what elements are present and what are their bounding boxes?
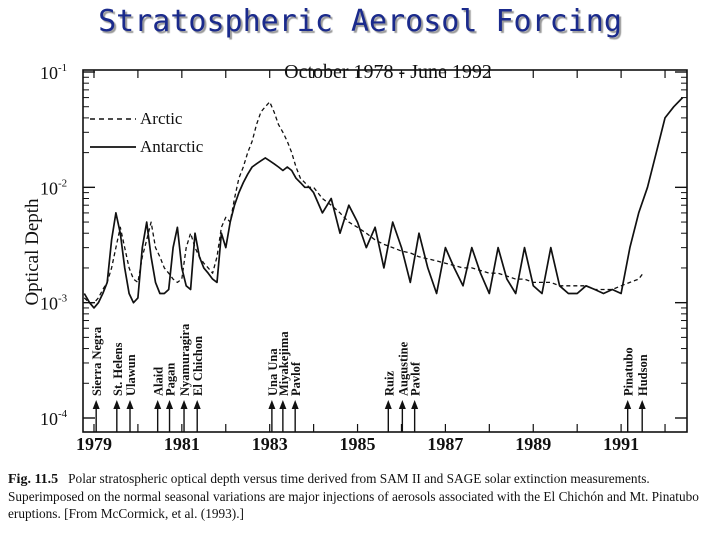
y-axis-label: Optical Depth xyxy=(22,198,43,306)
y-ticks: 10-110-210-310-4 xyxy=(40,62,687,429)
eruption-arrowhead xyxy=(624,400,632,409)
chart: October 1978 - June 1992 Optical Depth 1… xyxy=(22,61,688,454)
eruption-arrowhead xyxy=(411,400,419,409)
y-tick-base: 10 xyxy=(40,63,58,83)
y-tick-exponent: -1 xyxy=(58,62,67,74)
caption-text: Polar stratospheric optical depth versus… xyxy=(8,471,699,521)
legend-arctic-label: Arctic xyxy=(140,109,183,128)
eruption-arrowhead xyxy=(113,400,121,409)
eruption-arrowhead xyxy=(92,400,100,409)
slide-title: Stratospheric Aerosol Forcing xyxy=(98,4,622,39)
eruption-label: Hudson xyxy=(636,354,650,396)
eruption-arrowhead xyxy=(384,400,392,409)
eruption-label: Nyamuragira xyxy=(178,323,192,396)
plot-frame xyxy=(82,69,688,433)
eruption-label: Augustine xyxy=(396,341,410,396)
x-tick-label: 1981 xyxy=(164,434,200,454)
y-tick-label: 10-1 xyxy=(40,62,67,83)
eruption-arrowhead xyxy=(126,400,134,409)
x-tick-label: 1989 xyxy=(515,434,551,454)
y-axis-label-group: Optical Depth xyxy=(22,198,43,306)
legend-antarctic-label: Antarctic xyxy=(140,137,204,156)
eruption-label: Pinatubo xyxy=(622,347,636,396)
eruption-arrowhead xyxy=(398,400,406,409)
x-ticks: 1979 1981 1983 1985 1987 1989 1991 xyxy=(76,70,666,454)
eruption-arrowhead xyxy=(193,400,201,409)
eruption-label: Alaid xyxy=(152,367,166,396)
eruption-label: Una Una xyxy=(266,348,280,396)
eruption-arrowhead xyxy=(268,400,276,409)
x-tick-label: 1987 xyxy=(427,434,463,454)
y-tick-base: 10 xyxy=(40,409,58,429)
eruption-arrowhead xyxy=(638,400,646,409)
x-tick-label: 1979 xyxy=(76,434,112,454)
eruption-arrowhead xyxy=(279,400,287,409)
y-tick-exponent: -4 xyxy=(58,408,68,420)
eruption-label: Pavlof xyxy=(409,361,423,396)
series-line-arctic xyxy=(83,101,644,304)
eruption-label: Pavlof xyxy=(289,361,303,396)
eruption-arrowhead xyxy=(166,400,174,409)
eruption-label: Miyakejima xyxy=(277,331,291,396)
legend: Arctic Antarctic xyxy=(90,109,204,156)
eruption-label: Pagan xyxy=(164,363,178,396)
y-tick-exponent: -3 xyxy=(58,293,68,305)
x-tick-label: 1985 xyxy=(340,434,376,454)
y-tick-base: 10 xyxy=(40,178,58,198)
eruption-arrowhead xyxy=(291,400,299,409)
eruption-label: Ruiz xyxy=(382,371,396,396)
y-tick-label: 10-4 xyxy=(40,408,68,429)
y-tick-label: 10-2 xyxy=(40,177,67,198)
figure-caption: Fig. 11.5 Polar stratospheric optical de… xyxy=(8,470,714,522)
eruption-label: Ulawun xyxy=(124,354,138,396)
x-tick-label: 1983 xyxy=(252,434,288,454)
series-lines xyxy=(83,97,684,309)
eruption-arrowhead xyxy=(180,400,188,409)
caption-figure-label: Fig. 11.5 xyxy=(8,472,59,487)
eruption-arrowhead xyxy=(154,400,162,409)
eruption-label: St. Helens xyxy=(111,342,125,396)
eruption-label: El Chichon xyxy=(191,336,205,396)
series-line-antarctic xyxy=(83,97,684,309)
y-tick-base: 10 xyxy=(40,294,58,314)
x-tick-label: 1991 xyxy=(603,434,639,454)
y-tick-exponent: -2 xyxy=(58,177,67,189)
eruption-label: Sierra Negra xyxy=(90,326,104,396)
y-tick-label: 10-3 xyxy=(40,293,68,314)
chart-title: October 1978 - June 1992 xyxy=(284,61,492,83)
